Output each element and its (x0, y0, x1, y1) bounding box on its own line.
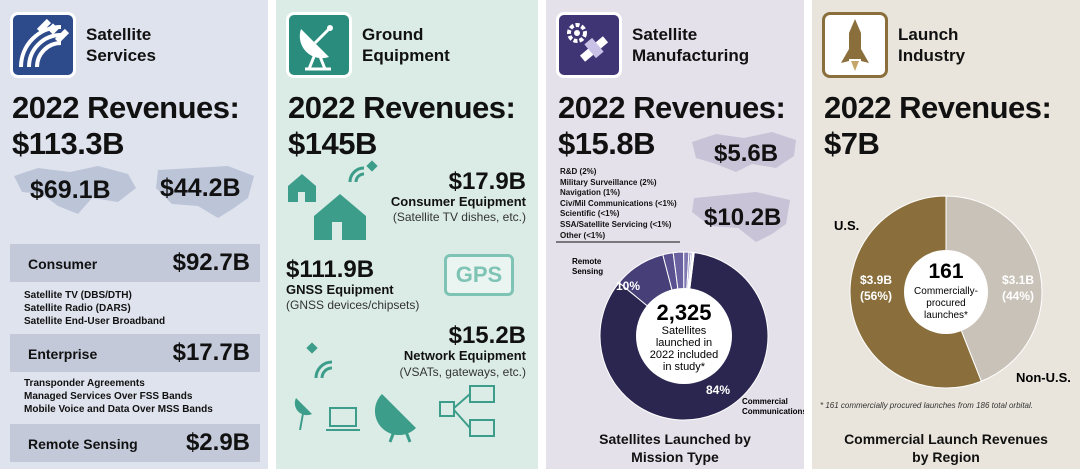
gnss-equipment-label: GNSS Equipment (286, 282, 394, 297)
donut-hole (636, 288, 732, 384)
world-us-map (14, 166, 254, 218)
satellite-services-panel: Satellite Services 2022 Revenues: $113.3… (0, 0, 268, 469)
us-revenue-value: $44.2B (160, 174, 241, 202)
network-equipment-note: (VSATs, gateways, etc.) (399, 365, 527, 379)
center-line-1: Commercially- (914, 286, 978, 297)
launch-chart-caption: Commercial Launch Revenues by Region (844, 431, 1048, 465)
center-total: 161 (928, 260, 963, 283)
legend-military: Military Surveillance (2%) (560, 177, 657, 187)
us-region-label: U.S. (834, 218, 859, 233)
consumer-value: $92.7B (172, 249, 250, 276)
remote-sensing-label: Remote Sensing (28, 436, 138, 452)
enterprise-segment-bar: Enterprise $17.7B (10, 334, 260, 372)
enterprise-label: Enterprise (28, 346, 98, 362)
ground-equipment-panel: Ground Equipment 2022 Revenues: $145B $1… (276, 0, 538, 469)
consumer-equipment-note: (Satellite TV dishes, etc.) (392, 210, 526, 224)
center-line-3: 2022 included (650, 349, 719, 361)
nonus-pct: (44%) (1002, 289, 1034, 303)
commercial-pct: 84% (706, 383, 730, 397)
remote-sensing-label-2: Sensing (572, 267, 603, 276)
consumer-equipment-label: Consumer Equipment (390, 194, 526, 209)
consumer-label: Consumer (28, 256, 98, 272)
launch-industry-panel: Launch Industry 2022 Revenues: $7B 161 C… (812, 0, 1080, 469)
remote-sensing-label-1: Remote (572, 257, 602, 266)
satellite-gears-icon (556, 12, 622, 78)
launch-revenue: 2022 Revenues: $7B (824, 90, 1052, 161)
legend-other: Other (<1%) (560, 230, 606, 240)
satellite-dish-icon (286, 12, 352, 78)
center-line-2: procured (926, 298, 965, 309)
center-total: 2,325 (656, 300, 711, 325)
center-line-2: launched in (656, 337, 712, 349)
network-equipment-value: $15.2B (448, 322, 526, 349)
manufacturing-header: Satellite Manufacturing (556, 10, 800, 80)
services-header: Satellite Services (10, 10, 264, 80)
rocket-icon (822, 12, 888, 78)
ground-header: Ground Equipment (286, 10, 534, 80)
commercial-label-1: Commercial (742, 397, 788, 406)
manufacturing-revenue: 2022 Revenues: $15.8B (558, 90, 786, 161)
satellite-manufacturing-panel: Satellite Manufacturing 2022 Revenues: $… (546, 0, 804, 469)
services-title: Satellite Services (86, 25, 156, 65)
legend-navigation: Navigation (1%) (560, 188, 621, 198)
houses-icon (288, 160, 378, 240)
services-revenue: 2022 Revenues: $113.3B (12, 90, 240, 161)
mission-type-legend: R&D (2%) Military Surveillance (2%) Navi… (560, 167, 677, 241)
legend-scientific: Scientific (<1%) (560, 209, 620, 219)
launch-region-donut-chart: 161 Commercially- procured launches* $3.… (834, 195, 1071, 389)
remote-sensing-pct: 10% (616, 279, 640, 293)
enterprise-items: Transponder Agreements Managed Services … (24, 378, 213, 415)
ground-title: Ground Equipment (362, 25, 450, 65)
gnss-equipment-note: (GNSS devices/chipsets) (286, 298, 420, 312)
consumer-segment-bar: Consumer $92.7B (10, 244, 260, 282)
commercial-label-2: Communications (742, 407, 804, 416)
legend-rd: R&D (2%) (560, 167, 597, 176)
nonus-amount: $3.1B (1002, 273, 1034, 287)
ground-revenue: 2022 Revenues: $145B (288, 90, 516, 161)
manufacturing-title: Satellite Manufacturing (632, 25, 750, 65)
nonus-region-label: Non-U.S. (1016, 370, 1071, 385)
launch-title: Launch Industry (898, 25, 966, 65)
world-us-map (692, 132, 796, 242)
mission-chart-caption: Satellites Launched by Mission Type (599, 431, 751, 465)
remote-sensing-segment-bar: Remote Sensing $2.9B (10, 424, 260, 462)
center-line-4: in study* (663, 361, 706, 373)
launch-slice-0 (945, 195, 1043, 382)
consumer-equipment-value: $17.9B (448, 168, 526, 195)
us-amount: $3.9B (860, 273, 892, 287)
legend-ssa: SSA/Satellite Servicing (<1%) (560, 219, 672, 229)
legend-civmil: Civ/Mil Communications (<1%) (560, 198, 677, 208)
us-pct: (56%) (860, 289, 892, 303)
network-equipment-icons (294, 342, 495, 443)
world-revenue-value: $69.1B (30, 176, 111, 204)
network-equipment-label: Network Equipment (403, 348, 526, 363)
center-line-1: Satellites (662, 325, 707, 337)
consumer-items: Satellite TV (DBS/DTH) Satellite Radio (… (24, 290, 166, 327)
center-line-3: launches* (924, 310, 968, 321)
world-revenue-value: $5.6B (714, 140, 779, 167)
enterprise-value: $17.7B (172, 339, 250, 366)
mission-type-donut-chart: 2,325 Satellites launched in 2022 includ… (556, 241, 804, 421)
launch-header: Launch Industry (822, 10, 1076, 80)
donut-hole (904, 250, 988, 334)
launch-footnote: * 161 commercially procured launches fro… (820, 401, 1033, 410)
remote-sensing-value: $2.9B (185, 429, 250, 456)
satellite-signal-icon (10, 12, 76, 78)
gnss-equipment-value: $111.9B (286, 256, 375, 283)
us-revenue-value: $10.2B (704, 204, 782, 231)
gps-device-icon: GPS (444, 254, 514, 296)
